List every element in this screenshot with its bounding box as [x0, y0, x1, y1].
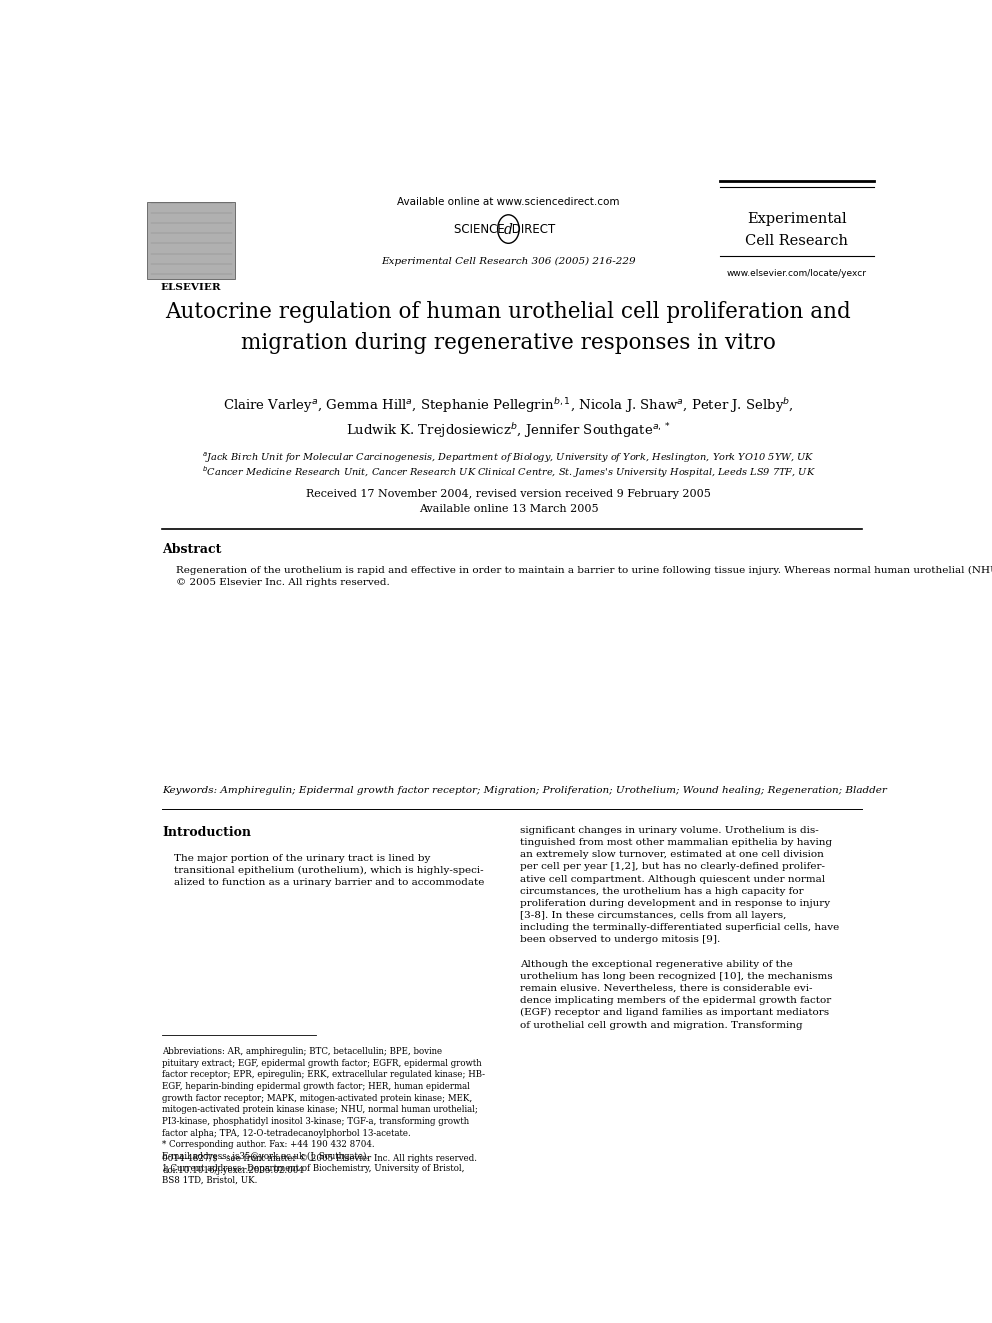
Text: significant changes in urinary volume. Urothelium is dis-
tinguished from most o: significant changes in urinary volume. U…	[520, 826, 839, 1029]
Text: The major portion of the urinary tract is lined by
transitional epithelium (urot: The major portion of the urinary tract i…	[174, 853, 484, 886]
Text: Experimental: Experimental	[747, 212, 846, 226]
Text: ELSEVIER: ELSEVIER	[161, 283, 221, 292]
Text: Experimental Cell Research 306 (2005) 216-229: Experimental Cell Research 306 (2005) 21…	[381, 257, 636, 266]
Text: Abstract: Abstract	[163, 542, 222, 556]
Text: Cell Research: Cell Research	[745, 234, 848, 249]
Text: Autocrine regulation of human urothelial cell proliferation and
migration during: Autocrine regulation of human urothelial…	[166, 302, 851, 353]
Text: Received 17 November 2004, revised version received 9 February 2005: Received 17 November 2004, revised versi…	[306, 488, 711, 499]
Text: Keywords: Amphiregulin; Epidermal growth factor receptor; Migration; Proliferati: Keywords: Amphiregulin; Epidermal growth…	[163, 786, 887, 795]
Text: 0014-4827/$ - see front matter © 2005 Elsevier Inc. All rights reserved.
doi:10.: 0014-4827/$ - see front matter © 2005 El…	[163, 1154, 477, 1175]
Text: www.elsevier.com/locate/yexcr: www.elsevier.com/locate/yexcr	[727, 269, 867, 278]
Text: Ludwik K. Trejdosiewicz$^b$, Jennifer Southgate$^{a,*}$: Ludwik K. Trejdosiewicz$^b$, Jennifer So…	[346, 422, 671, 441]
Text: Available online 13 March 2005: Available online 13 March 2005	[419, 504, 598, 515]
Text: Regeneration of the urothelium is rapid and effective in order to maintain a bar: Regeneration of the urothelium is rapid …	[177, 566, 992, 587]
Text: SCIENCE: SCIENCE	[454, 224, 509, 235]
Text: Abbreviations: AR, amphiregulin; BTC, betacellulin; BPE, bovine
pituitary extrac: Abbreviations: AR, amphiregulin; BTC, be…	[163, 1046, 485, 1184]
Text: Claire Varley$^a$, Gemma Hill$^a$, Stephanie Pellegrin$^{b,1}$, Nicola J. Shaw$^: Claire Varley$^a$, Gemma Hill$^a$, Steph…	[223, 396, 794, 415]
Text: DIRECT: DIRECT	[509, 224, 556, 235]
Bar	[147, 201, 235, 279]
Text: Introduction: Introduction	[163, 826, 251, 839]
Text: d: d	[504, 224, 513, 237]
Text: $^a$Jack Birch Unit for Molecular Carcinogenesis, Department of Biology, Univers: $^a$Jack Birch Unit for Molecular Carcin…	[202, 450, 814, 464]
Text: Available online at www.sciencedirect.com: Available online at www.sciencedirect.co…	[397, 197, 620, 208]
Text: $^b$Cancer Medicine Research Unit, Cancer Research UK Clinical Centre, St. James: $^b$Cancer Medicine Research Unit, Cance…	[201, 464, 815, 480]
